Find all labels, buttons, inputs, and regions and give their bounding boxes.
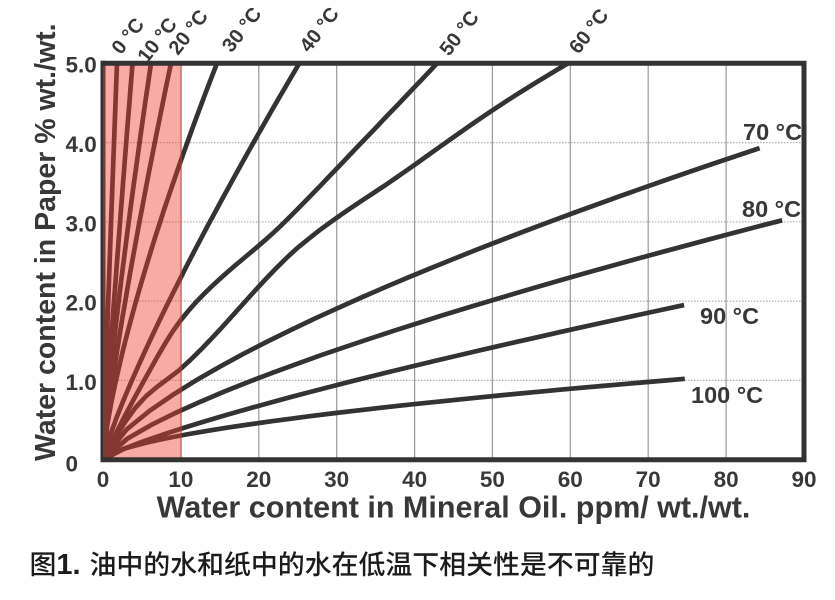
svg-text:70 °C: 70 °C [743, 119, 802, 145]
svg-text:Water content in Mineral Oil.: Water content in Mineral Oil. ppm/ wt./w… [157, 491, 751, 525]
svg-text:3.0: 3.0 [66, 211, 97, 236]
svg-text:80: 80 [714, 467, 739, 492]
svg-text:Water content in Paper % wt./w: Water content in Paper % wt./wt. [30, 23, 62, 461]
svg-text:90: 90 [791, 467, 816, 492]
svg-text:1.: 1. [56, 549, 80, 581]
svg-text:0: 0 [97, 467, 110, 492]
svg-text:70: 70 [636, 467, 661, 492]
svg-text:5.0: 5.0 [66, 53, 97, 78]
svg-text:60: 60 [558, 467, 583, 492]
svg-text:0: 0 [66, 452, 79, 477]
svg-text:100 °C: 100 °C [691, 382, 763, 408]
svg-text:4.0: 4.0 [66, 132, 97, 157]
svg-text:10: 10 [168, 467, 193, 492]
svg-text:20: 20 [246, 467, 271, 492]
svg-text:50: 50 [480, 467, 505, 492]
svg-text:90 °C: 90 °C [700, 303, 759, 329]
svg-text:80 °C: 80 °C [742, 196, 801, 222]
svg-text:1.0: 1.0 [66, 370, 97, 395]
svg-text:30: 30 [324, 467, 349, 492]
svg-text:2.0: 2.0 [66, 291, 97, 316]
svg-text:40: 40 [402, 467, 427, 492]
